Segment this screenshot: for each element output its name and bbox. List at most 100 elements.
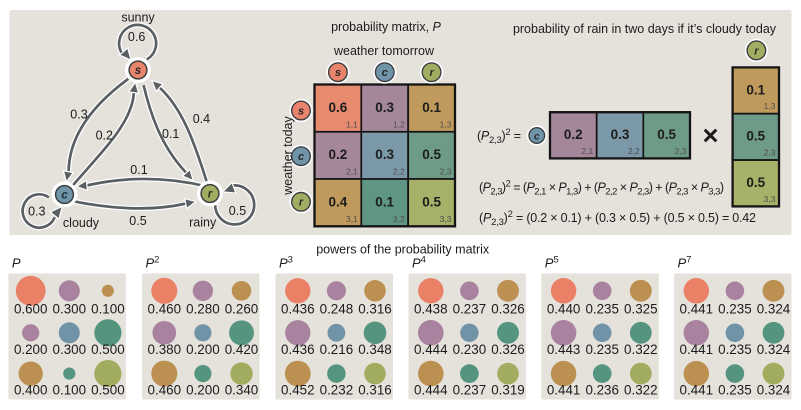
- svg-text:0.441: 0.441: [680, 342, 714, 357]
- svg-text:powers of the probability matr: powers of the probability matrix: [316, 243, 490, 257]
- svg-text:2,2: 2,2: [628, 146, 640, 156]
- svg-text:weather tomorrow: weather tomorrow: [333, 44, 435, 58]
- svg-text:(P2,3)2 =: (P2,3)2 =: [477, 127, 521, 146]
- svg-text:0.1: 0.1: [422, 100, 441, 115]
- svg-text:0.348: 0.348: [358, 342, 392, 357]
- svg-text:0.280: 0.280: [186, 302, 220, 317]
- svg-text:probability of rain in two day: probability of rain in two days if it’s …: [513, 22, 777, 36]
- svg-text:0.1: 0.1: [130, 163, 147, 177]
- svg-text:3,2: 3,2: [393, 214, 405, 224]
- svg-text:1,3: 1,3: [764, 101, 776, 111]
- svg-text:0.300: 0.300: [53, 342, 87, 357]
- svg-text:0.441: 0.441: [547, 382, 581, 397]
- svg-text:probability matrix, P: probability matrix, P: [331, 20, 441, 34]
- svg-text:r: r: [429, 67, 434, 79]
- svg-text:s: s: [335, 67, 341, 79]
- svg-text:0.1: 0.1: [375, 195, 394, 210]
- svg-text:2,3: 2,3: [675, 146, 687, 156]
- svg-text:3,3: 3,3: [440, 214, 452, 224]
- svg-text:0.5: 0.5: [422, 195, 441, 210]
- svg-text:0.316: 0.316: [358, 302, 392, 317]
- svg-text:0.237: 0.237: [453, 382, 487, 397]
- svg-text:0.236: 0.236: [585, 382, 619, 397]
- svg-text:0.3: 0.3: [28, 205, 45, 219]
- svg-text:3,3: 3,3: [764, 194, 776, 204]
- svg-text:0.235: 0.235: [718, 302, 752, 317]
- svg-text:0.5: 0.5: [746, 129, 765, 144]
- svg-text:0.319: 0.319: [491, 382, 525, 397]
- svg-text:r: r: [299, 197, 304, 209]
- svg-text:c: c: [534, 131, 540, 142]
- svg-text:0.6: 0.6: [329, 100, 348, 115]
- svg-text:0.5: 0.5: [129, 214, 146, 228]
- svg-text:0.444: 0.444: [414, 382, 448, 397]
- svg-text:0.500: 0.500: [91, 382, 125, 397]
- svg-text:0.452: 0.452: [281, 382, 315, 397]
- svg-text:r: r: [754, 45, 759, 57]
- svg-text:0.5: 0.5: [746, 175, 765, 190]
- svg-text:P: P: [12, 256, 21, 271]
- svg-text:0.235: 0.235: [585, 302, 619, 317]
- svg-text:0.300: 0.300: [53, 302, 87, 317]
- svg-text:2,1: 2,1: [581, 146, 593, 156]
- svg-text:0.4: 0.4: [329, 195, 348, 210]
- svg-text:1,2: 1,2: [393, 119, 405, 129]
- svg-text:0.443: 0.443: [547, 342, 581, 357]
- svg-text:s: s: [135, 65, 141, 77]
- svg-text:0.438: 0.438: [414, 302, 448, 317]
- svg-text:0.5: 0.5: [422, 147, 441, 162]
- svg-text:0.216: 0.216: [320, 342, 354, 357]
- svg-text:1,3: 1,3: [440, 119, 452, 129]
- svg-text:0.6: 0.6: [128, 30, 145, 44]
- svg-text:0.200: 0.200: [14, 342, 48, 357]
- svg-text:0.322: 0.322: [624, 342, 658, 357]
- svg-text:0.3: 0.3: [611, 127, 630, 142]
- svg-text:0.237: 0.237: [453, 302, 487, 317]
- svg-text:0.436: 0.436: [281, 302, 315, 317]
- svg-text:0.1: 0.1: [162, 127, 179, 141]
- svg-text:0.3: 0.3: [375, 100, 394, 115]
- svg-text:0.324: 0.324: [757, 342, 791, 357]
- svg-text:sunny: sunny: [121, 11, 155, 25]
- svg-text:0.324: 0.324: [757, 382, 791, 397]
- svg-text:0.441: 0.441: [680, 382, 714, 397]
- svg-text:2,1: 2,1: [346, 167, 358, 177]
- svg-text:0.460: 0.460: [148, 382, 182, 397]
- svg-text:0.200: 0.200: [186, 342, 220, 357]
- svg-text:0.326: 0.326: [491, 302, 525, 317]
- svg-text:0.232: 0.232: [320, 382, 354, 397]
- svg-text:s: s: [298, 105, 304, 117]
- svg-text:0.440: 0.440: [547, 302, 581, 317]
- svg-text:0.5: 0.5: [229, 204, 246, 218]
- svg-text:0.200: 0.200: [186, 382, 220, 397]
- svg-text:c: c: [382, 67, 388, 79]
- svg-text:weather today: weather today: [281, 115, 295, 195]
- svg-text:c: c: [61, 190, 68, 202]
- svg-text:2,3: 2,3: [440, 167, 452, 177]
- svg-text:0.235: 0.235: [585, 342, 619, 357]
- svg-text:0.248: 0.248: [320, 302, 354, 317]
- svg-text:0.380: 0.380: [148, 342, 182, 357]
- svg-text:0.460: 0.460: [148, 302, 182, 317]
- svg-text:0.1: 0.1: [746, 82, 765, 97]
- svg-text:0.322: 0.322: [624, 382, 658, 397]
- svg-text:(P2,3)2 = (0.2 × 0.1) + (0.3 ×: (P2,3)2 = (0.2 × 0.1) + (0.3 × 0.5) + (0…: [479, 209, 756, 228]
- svg-text:0.235: 0.235: [718, 342, 752, 357]
- svg-text:0.2: 0.2: [564, 127, 583, 142]
- svg-text:0.500: 0.500: [91, 342, 125, 357]
- svg-text:0.400: 0.400: [14, 382, 48, 397]
- svg-text:0.441: 0.441: [680, 302, 714, 317]
- svg-text:0.3: 0.3: [375, 147, 394, 162]
- svg-text:0.235: 0.235: [718, 382, 752, 397]
- svg-text:0.260: 0.260: [225, 302, 259, 317]
- svg-text:0.436: 0.436: [281, 342, 315, 357]
- svg-text:0.316: 0.316: [358, 382, 392, 397]
- svg-text:2,3: 2,3: [764, 148, 776, 158]
- svg-text:0.5: 0.5: [657, 127, 676, 142]
- svg-text:c: c: [298, 151, 304, 163]
- svg-text:0.100: 0.100: [53, 382, 87, 397]
- svg-text:0.3: 0.3: [70, 107, 87, 121]
- svg-text:2,2: 2,2: [393, 167, 405, 177]
- svg-text:r: r: [208, 189, 213, 201]
- svg-text:0.420: 0.420: [225, 342, 259, 357]
